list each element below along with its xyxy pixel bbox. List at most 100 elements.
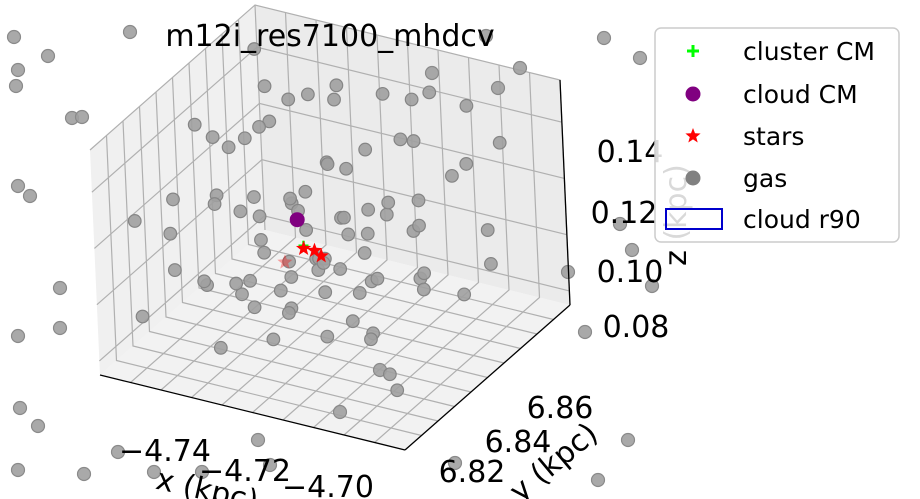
grid-line-y [105,135,422,437]
chart-title: m12i_res7100_mhdcv [165,19,494,54]
gas-point [459,157,474,171]
legend-label: cloud CM [743,80,858,109]
gas-point [577,324,593,340]
legend-label: cluster CM [743,37,875,66]
gas-point [341,227,356,242]
gas-point [300,87,315,102]
gas-point [262,457,278,473]
grid-line-x [374,72,541,443]
x-tick-label: −4.72 [199,454,291,489]
x-tick-label: −4.74 [119,434,211,469]
gas-point [327,92,341,107]
gas-point [417,266,432,281]
gas-point [229,276,244,291]
gas-point [358,142,373,157]
cloud-r90-legend-icon [665,208,723,230]
gas-point [110,444,126,460]
gas-point [370,271,385,286]
y-tick-label: 6.86 [527,391,594,426]
legend: cluster CM cloud CM stars gas cloud r90 [654,27,900,243]
gas-point [247,190,261,204]
grid-line-y [171,77,488,379]
gas-point [281,306,296,320]
x-axis-line [99,374,406,451]
gas-point [52,320,68,336]
gas-point [166,192,180,207]
gas-point [590,472,606,488]
gas-point [406,134,421,148]
gas-point [266,332,281,347]
grid-line-y [122,120,439,422]
pane-edge [254,4,266,231]
gas-point [445,168,459,183]
gas-point [318,285,333,300]
gas-point [207,197,222,211]
gas-point [40,48,56,64]
gas-point [320,329,335,344]
gas-point [412,218,426,233]
gas-point [299,223,314,237]
gas-point [612,216,628,232]
gas-point [8,78,24,94]
gas-legend-icon [685,170,701,186]
gas-point [447,455,463,471]
gas-point [320,157,335,172]
cloud-cm-point [289,212,305,228]
grid-line-x [252,42,419,413]
gas-point [360,226,375,241]
grid-line-x [130,12,297,383]
gas-point [250,432,266,448]
gas-point [459,98,474,113]
gas-point [478,28,494,44]
gas-point [411,193,426,208]
gas-point [361,202,376,217]
grid-line-y [138,106,455,408]
gas-point [187,117,202,132]
z-tick-label: 0.14 [597,135,664,170]
gas-point [375,86,390,101]
star-point [313,247,329,263]
gas-point [221,140,236,155]
grid-line-y [188,62,505,364]
gas-point [345,314,360,329]
gas-point [12,400,28,416]
gas-point [339,161,354,176]
gas-point [127,214,142,228]
grid-line-x [282,49,449,421]
gas-point [404,92,419,107]
gas-point [379,207,394,222]
star-point [277,254,293,269]
grid-line-x [221,34,388,406]
z-tick-label: 0.12 [591,196,658,231]
gas-point [284,270,299,284]
gas-point [252,209,267,224]
gas-point [237,131,252,146]
gas-point [632,50,648,66]
gas-point [135,309,150,324]
gas-point [243,273,257,288]
gas-point [194,464,210,480]
gas-point [74,109,90,125]
gas-point [490,80,506,96]
gas-point [122,24,138,40]
axes-lines [99,79,571,451]
gas-point [337,210,351,225]
gas-point [235,287,249,302]
gas-point [381,195,396,210]
highlight-markers [277,212,329,269]
grid-line-x [191,27,358,398]
gas-point [213,340,228,355]
y-tick-label: 6.82 [439,455,506,490]
gas-point [390,383,405,398]
z-tick-label: 0.10 [597,255,664,290]
gas-point [416,282,431,297]
gas-point [492,135,507,150]
legend-label: stars [743,122,804,151]
gas-point [22,188,38,204]
star-point [296,240,312,255]
gas-point [357,246,372,260]
gas-point [393,132,408,147]
gas-point [281,92,296,107]
legend-label: gas [743,164,787,193]
axis-ticks: −4.74−4.72−4.70 6.826.846.86 0.08 0.10 0.12 0… [119,135,669,499]
